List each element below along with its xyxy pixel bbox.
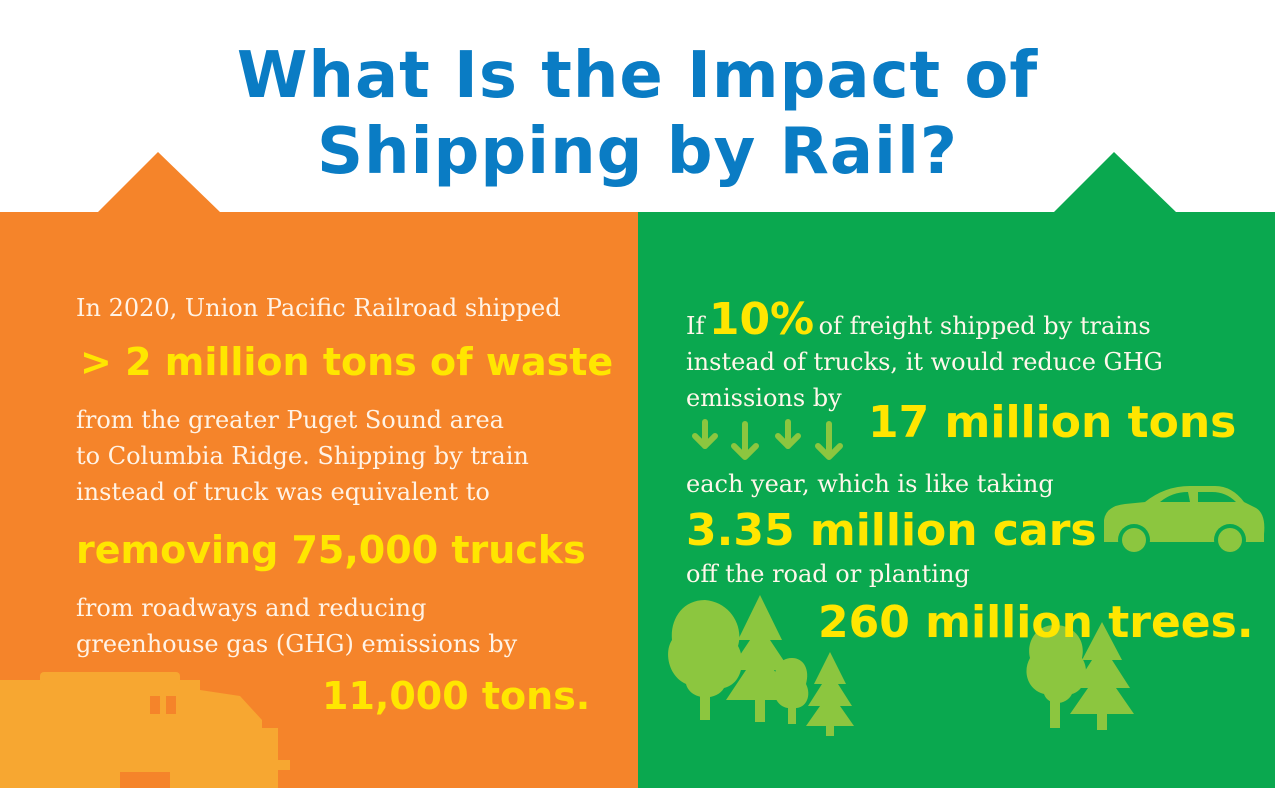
left-text-line-b: to Columbia Ridge. Shipping by train bbox=[76, 442, 529, 470]
orange-panel bbox=[0, 152, 638, 788]
right-highlight-trees: 260 million trees. bbox=[818, 597, 1254, 648]
right-text-off-road: off the road or planting bbox=[686, 560, 970, 588]
left-text-line-e: greenhouse gas (GHG) emissions by bbox=[76, 630, 518, 658]
right-text-line-b: instead of trucks, it would reduce GHG bbox=[686, 348, 1163, 376]
right-text-intro: If 10% of freight shipped by trains bbox=[686, 296, 1151, 344]
tree-icon bbox=[1026, 622, 1134, 730]
left-text-line-c: instead of truck was equivalent to bbox=[76, 478, 490, 506]
tree-icon bbox=[668, 595, 854, 736]
right-text-if: If bbox=[686, 312, 705, 340]
right-highlight-17m: 17 million tons bbox=[868, 397, 1237, 448]
left-highlight-waste: > 2 million tons of waste bbox=[80, 340, 614, 384]
page-title: What Is the Impact of Shipping by Rail? bbox=[0, 38, 1275, 190]
right-text-each-year: each year, which is like taking bbox=[686, 470, 1054, 498]
left-highlight-trucks: removing 75,000 trucks bbox=[76, 528, 586, 572]
train-icon bbox=[0, 672, 290, 788]
down-arrow-icon bbox=[692, 419, 843, 460]
left-text-intro: In 2020, Union Pacific Railroad shipped bbox=[76, 294, 561, 322]
right-text-freight: of freight shipped by trains bbox=[818, 312, 1151, 340]
green-panel bbox=[638, 152, 1275, 788]
left-text-line-d: from roadways and reducing bbox=[76, 594, 427, 622]
right-text-line-c: emissions by bbox=[686, 384, 842, 412]
left-highlight-tons: 11,000 tons. bbox=[322, 674, 591, 718]
car-icon bbox=[1104, 486, 1265, 556]
title-line-1: What Is the Impact of bbox=[236, 39, 1039, 113]
right-highlight-percent: 10% bbox=[708, 294, 815, 345]
title-line-2: Shipping by Rail? bbox=[316, 115, 959, 189]
right-highlight-cars: 3.35 million cars bbox=[686, 505, 1097, 556]
left-text-line-a: from the greater Puget Sound area bbox=[76, 406, 504, 434]
